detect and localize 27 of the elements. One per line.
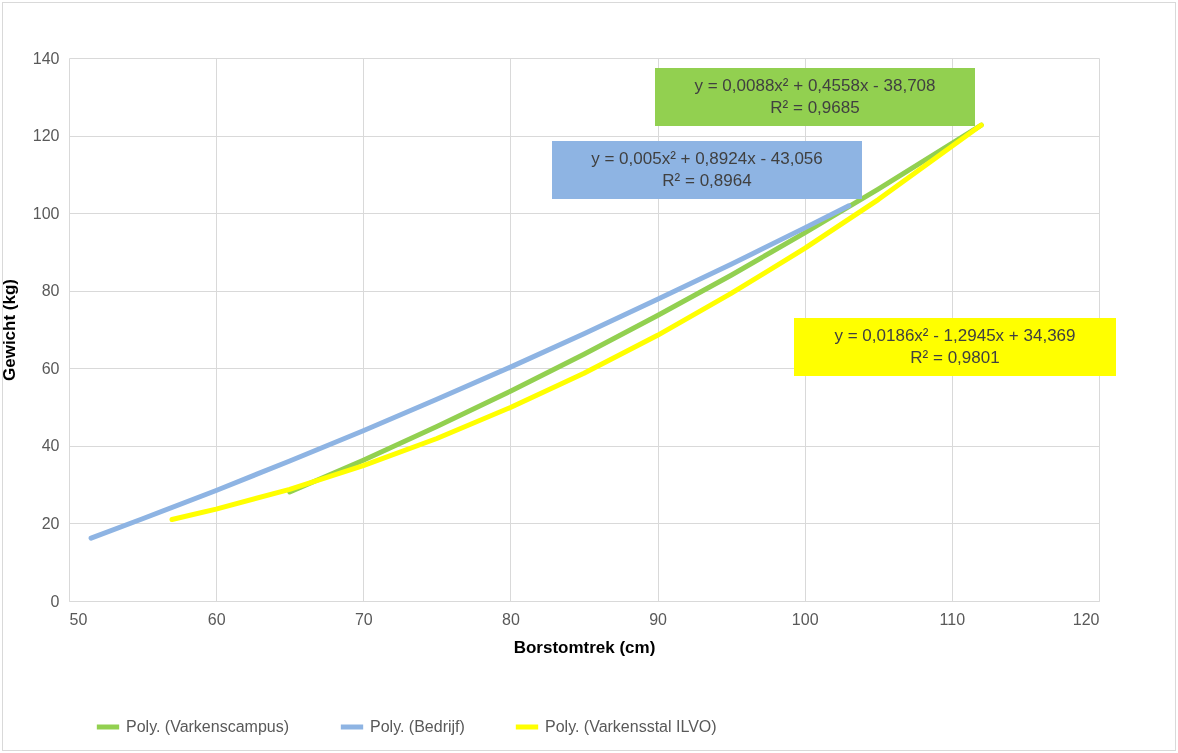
y-tick-label: 20: [41, 514, 60, 532]
x-tick-label: 80: [502, 610, 520, 628]
equation-box: y = 0,0088x² + 0,4558x - 38,708 R² = 0,9685: [655, 68, 975, 126]
equation-box: y = 0,005x² + 0,8924x - 43,056 R² = 0,8964: [552, 141, 862, 199]
annotation: y = 0,0088x² + 0,4558x - 38,708 R² = 0,9685: [694, 75, 936, 119]
y-tick-label: 80: [41, 282, 60, 300]
legend-label: Poly. (Varkenscampus): [126, 718, 290, 735]
y-tick-label: 100: [32, 204, 60, 222]
x-tick-label: 120: [1072, 610, 1100, 628]
legend-label: Poly. (Varkensstal ILVO): [545, 718, 717, 735]
y-tick-label: 0: [50, 592, 60, 610]
equation-box: y = 0,0186x² - 1,2945x + 34,369 R² = 0,9801: [794, 318, 1116, 376]
annotation: y = 0,0186x² - 1,2945x + 34,369 R² = 0,9801: [834, 325, 1076, 369]
y-tick-label: 140: [32, 49, 60, 67]
y-tick-label: 40: [41, 437, 60, 455]
x-tick-label: 110: [939, 610, 966, 628]
x-tick-label: 90: [649, 610, 668, 628]
annotation: y = 0,005x² + 0,8924x - 43,056 R² = 0,8964: [591, 148, 823, 192]
legend-label: Poly. (Bedrijf): [370, 718, 465, 735]
x-tick-label: 100: [791, 610, 819, 628]
x-tick-label: 70: [354, 610, 373, 628]
x-tick-label: 60: [207, 610, 226, 628]
y-tick-label: 60: [41, 359, 60, 377]
y-axis-title: Gewicht (kg): [0, 278, 19, 382]
x-axis-title: Borstomtrek (cm): [513, 637, 656, 657]
x-tick-label: 50: [69, 610, 88, 628]
y-tick-label: 120: [32, 127, 60, 145]
